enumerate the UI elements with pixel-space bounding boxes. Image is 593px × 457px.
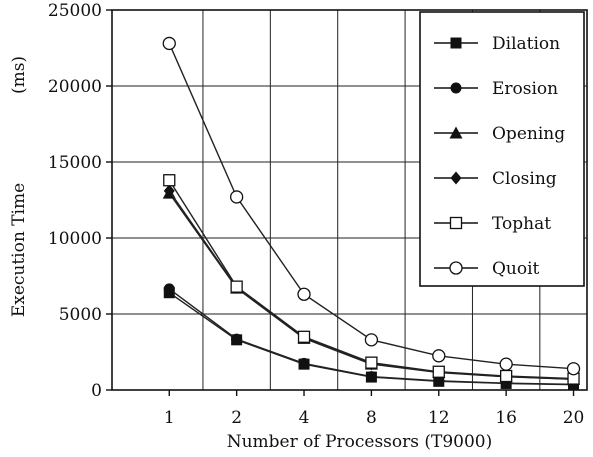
y-tick-label: 10000 [48,229,102,249]
series-group [162,36,581,391]
data-point-tophat [230,280,243,293]
legend-label-quoit: Quoit [492,259,540,279]
legend-item-dilation: Dilation [434,34,560,54]
data-point-quoit [162,36,176,51]
legend-marker-tophat [449,216,463,230]
x-axis-ticks: 1 2 4 8 12 16 20 [164,390,584,428]
x-tick-label: 12 [428,408,450,428]
x-axis-title: Number of Processors (T9000) [227,432,493,452]
x-tick-label: 8 [366,408,377,428]
y-axis-title: Execution Time [9,183,29,317]
x-tick-label: 1 [164,408,175,428]
data-point-quoit [229,190,244,204]
legend: Dilation Erosion Opening Closing Tophat Quoit [419,11,585,287]
data-point-erosion [231,333,243,345]
data-point-quoit [432,349,446,363]
legend-item-erosion: Erosion [434,79,558,99]
data-point-quoit [364,333,379,347]
legend-label-tophat: Tophat [492,214,551,234]
data-point-erosion [433,375,445,387]
plot-frame [111,9,588,391]
x-tick-label: 20 [563,408,585,428]
data-point-erosion [163,283,175,295]
legend-item-quoit: Quoit [434,259,540,279]
y-axis-unit: (ms) [9,56,29,94]
data-point-tophat [365,356,378,369]
data-point-tophat [163,174,176,187]
data-point-erosion [298,357,310,369]
y-tick-label: 25000 [48,1,102,21]
y-tick-label: 20000 [48,77,102,97]
legend-item-closing: Closing [434,169,557,189]
legend-item-tophat: Tophat [434,214,551,234]
series-quoit [162,36,581,376]
x-tick-label: 4 [299,408,310,428]
y-tick-label: 0 [91,381,102,401]
data-point-tophat [432,365,445,378]
data-point-erosion [365,371,377,383]
y-axis-ticks: 0 5000 10000 15000 20000 25000 [48,1,112,401]
data-point-tophat [297,330,311,343]
legend-label-closing: Closing [492,169,557,189]
legend-label-erosion: Erosion [492,79,558,99]
data-point-quoit [297,287,311,301]
y-tick-label: 5000 [59,305,102,325]
data-point-tophat [499,369,513,383]
legend-marker-erosion [450,82,462,94]
legend-label-opening: Opening [492,124,565,144]
x-tick-label: 2 [231,408,242,428]
legend-label-dilation: Dilation [492,34,560,54]
x-tick-label: 16 [495,408,517,428]
legend-marker-dilation [450,37,462,49]
legend-item-opening: Opening [434,124,565,144]
data-point-closing [163,184,175,198]
legend-marker-closing [450,171,462,185]
data-point-quoit [566,362,581,376]
legend-box [419,11,585,287]
series-tophat [163,174,580,385]
legend-marker-opening [449,126,463,139]
legend-marker-quoit [449,261,463,275]
data-point-quoit [499,357,513,371]
y-tick-label: 15000 [48,153,102,173]
